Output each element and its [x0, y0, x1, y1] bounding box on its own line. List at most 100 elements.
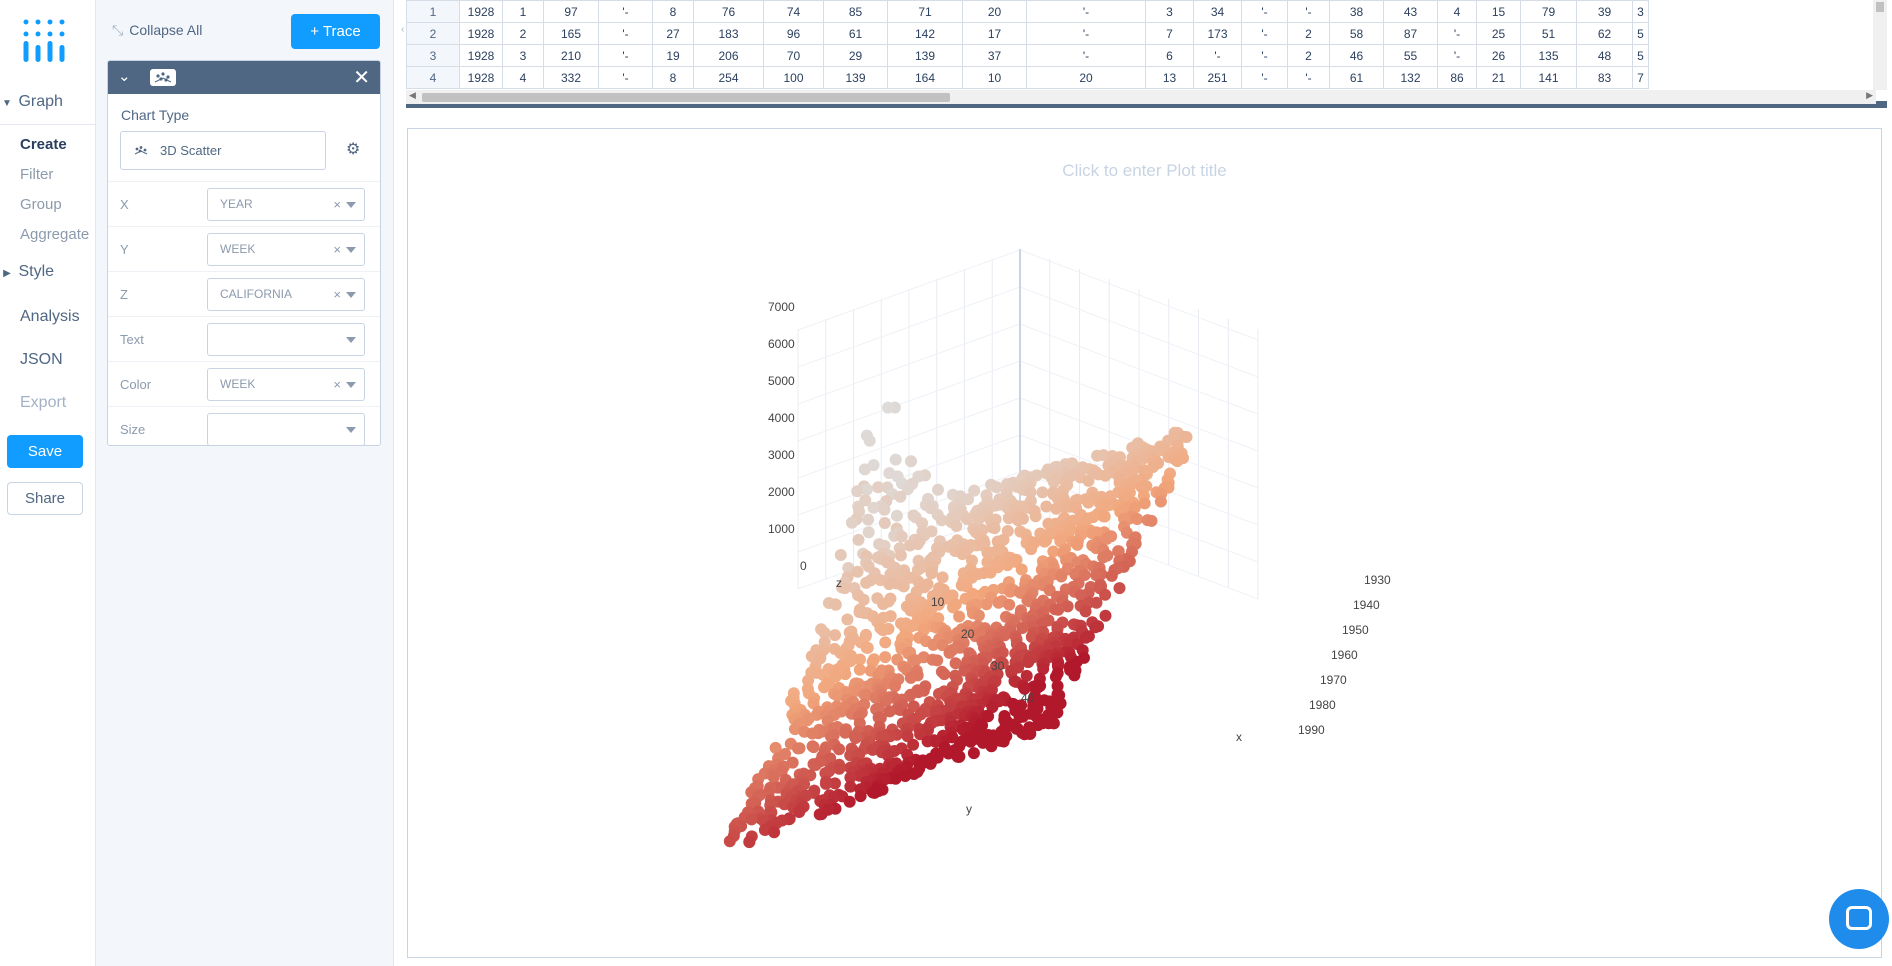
- dropdown-arrow-icon[interactable]: [346, 202, 356, 208]
- table-cell[interactable]: '-: [1026, 0, 1146, 23]
- table-cell[interactable]: 332: [543, 66, 599, 89]
- table-cell[interactable]: 4: [502, 66, 544, 89]
- row-number[interactable]: 4: [406, 66, 460, 89]
- nav-item-create[interactable]: Create: [20, 136, 67, 153]
- table-cell[interactable]: '-: [1287, 0, 1330, 23]
- table-cell[interactable]: 1928: [459, 44, 503, 67]
- table-cell[interactable]: 173: [1193, 22, 1242, 45]
- table-cell[interactable]: 8: [652, 0, 694, 23]
- table-cell[interactable]: 58: [1329, 22, 1384, 45]
- table-cell[interactable]: 6: [1145, 44, 1194, 67]
- panel-fold-icon[interactable]: ‹: [401, 24, 405, 35]
- row-number[interactable]: 1: [406, 0, 460, 23]
- table-cell[interactable]: 20: [1026, 66, 1146, 89]
- table-cell[interactable]: 25: [1476, 22, 1521, 45]
- table-cell[interactable]: '-: [598, 44, 653, 67]
- share-button[interactable]: Share: [7, 482, 83, 515]
- nav-item-filter[interactable]: Filter: [20, 166, 54, 183]
- table-cell[interactable]: 165: [543, 22, 599, 45]
- clear-icon[interactable]: ×: [333, 287, 341, 302]
- table-cell[interactable]: 13: [1145, 66, 1194, 89]
- app-logo-icon[interactable]: [22, 18, 68, 64]
- scatter3d-chart[interactable]: 0 1000 2000 3000 4000 5000 6000 7000 1930 1940 195…: [408, 129, 1881, 957]
- table-cell[interactable]: 132: [1383, 66, 1438, 89]
- table-cell[interactable]: 3: [502, 44, 544, 67]
- table-cell[interactable]: 21: [1476, 66, 1521, 89]
- table-cell[interactable]: 251: [1193, 66, 1242, 89]
- dropdown-arrow-icon[interactable]: [346, 247, 356, 253]
- table-cell[interactable]: 141: [1520, 66, 1577, 89]
- table-cell[interactable]: 27: [652, 22, 694, 45]
- table-cell[interactable]: 139: [823, 66, 888, 89]
- table-cell[interactable]: 8: [652, 66, 694, 89]
- table-cell[interactable]: 87: [1383, 22, 1438, 45]
- table-cell[interactable]: '-: [1241, 22, 1288, 45]
- nav-item-aggregate[interactable]: Aggregate: [20, 226, 90, 243]
- nav-section-graph[interactable]: ▼ Graph: [0, 93, 96, 111]
- table-cell[interactable]: 210: [543, 44, 599, 67]
- clear-icon[interactable]: ×: [333, 197, 341, 212]
- table-cell[interactable]: 61: [823, 22, 888, 45]
- table-cell[interactable]: 51: [1520, 22, 1577, 45]
- clear-icon[interactable]: ×: [333, 242, 341, 257]
- table-cell[interactable]: 29: [823, 44, 888, 67]
- table-cell[interactable]: 46: [1329, 44, 1384, 67]
- horizontal-scrollbar[interactable]: ◀ ▶: [406, 90, 1876, 104]
- nav-item-export[interactable]: Export: [20, 394, 67, 411]
- table-cell[interactable]: 62: [1576, 22, 1633, 45]
- table-cell[interactable]: '-: [1437, 22, 1477, 45]
- table-cell[interactable]: 164: [887, 66, 963, 89]
- resize-handle[interactable]: [1542, 110, 1560, 113]
- table-cell[interactable]: '-: [1026, 44, 1146, 67]
- table-cell[interactable]: 4: [1437, 0, 1477, 23]
- table-cell[interactable]: 183: [693, 22, 764, 45]
- table-cell[interactable]: 61: [1329, 66, 1384, 89]
- nav-item-analysis[interactable]: Analysis: [20, 308, 80, 325]
- dropdown-arrow-icon[interactable]: [346, 382, 356, 388]
- table-cell[interactable]: 206: [693, 44, 764, 67]
- row-number[interactable]: 2: [406, 22, 460, 45]
- table-cell[interactable]: 135: [1520, 44, 1577, 67]
- table-cell[interactable]: 86: [1437, 66, 1477, 89]
- table-cell[interactable]: 55: [1383, 44, 1438, 67]
- table-cell[interactable]: 1928: [459, 0, 503, 23]
- table-cell[interactable]: 7: [1145, 22, 1194, 45]
- scroll-right-icon[interactable]: ▶: [1866, 90, 1873, 100]
- field-select-x[interactable]: YEAR ×: [207, 188, 365, 221]
- table-row[interactable]: 3 1928 3 210 '- 19 206 70 29 139 37 '- 6 '- '- 2 46 55 '- 2…: [406, 44, 1649, 67]
- table-cell[interactable]: 142: [887, 22, 963, 45]
- row-number[interactable]: 3: [406, 44, 460, 67]
- table-cell[interactable]: '-: [1241, 66, 1288, 89]
- scrollbar-thumb[interactable]: [422, 93, 950, 102]
- nav-section-style[interactable]: ▶ Style: [0, 263, 96, 281]
- table-cell[interactable]: 39: [1576, 0, 1633, 23]
- table-cell[interactable]: 70: [763, 44, 824, 67]
- table-cell[interactable]: 2: [1287, 44, 1330, 67]
- table-cell[interactable]: 48: [1576, 44, 1633, 67]
- save-button[interactable]: Save: [7, 435, 83, 468]
- table-cell[interactable]: 10: [962, 66, 1027, 89]
- nav-item-group[interactable]: Group: [20, 196, 62, 213]
- gear-icon[interactable]: ⚙: [346, 141, 361, 158]
- field-select-color[interactable]: WEEK ×: [207, 368, 365, 401]
- field-select-text[interactable]: [207, 323, 365, 356]
- dropdown-arrow-icon[interactable]: [346, 337, 356, 343]
- table-cell[interactable]: '-: [1241, 0, 1288, 23]
- field-select-y[interactable]: WEEK ×: [207, 233, 365, 266]
- table-cell[interactable]: '-: [1241, 44, 1288, 67]
- table-cell[interactable]: 1: [502, 0, 544, 23]
- table-cell[interactable]: 15: [1476, 0, 1521, 23]
- table-cell[interactable]: 17: [962, 22, 1027, 45]
- table-cell[interactable]: '-: [1026, 22, 1146, 45]
- dropdown-arrow-icon[interactable]: [346, 292, 356, 298]
- table-cell[interactable]: '-: [598, 0, 653, 23]
- table-cell[interactable]: 20: [962, 0, 1027, 23]
- trace-card-header[interactable]: ⌄ ✕: [108, 61, 380, 94]
- table-cell[interactable]: 7: [1632, 66, 1649, 89]
- table-row[interactable]: 2 1928 2 165 '- 27 183 96 61 142 17 '- 7 173 '- 2 58 87 '-…: [406, 22, 1649, 45]
- table-cell[interactable]: 1928: [459, 66, 503, 89]
- plot-title[interactable]: Click to enter Plot title: [1062, 161, 1227, 180]
- clear-icon[interactable]: ×: [333, 377, 341, 392]
- table-cell[interactable]: 3: [1145, 0, 1194, 23]
- table-cell[interactable]: 79: [1520, 0, 1577, 23]
